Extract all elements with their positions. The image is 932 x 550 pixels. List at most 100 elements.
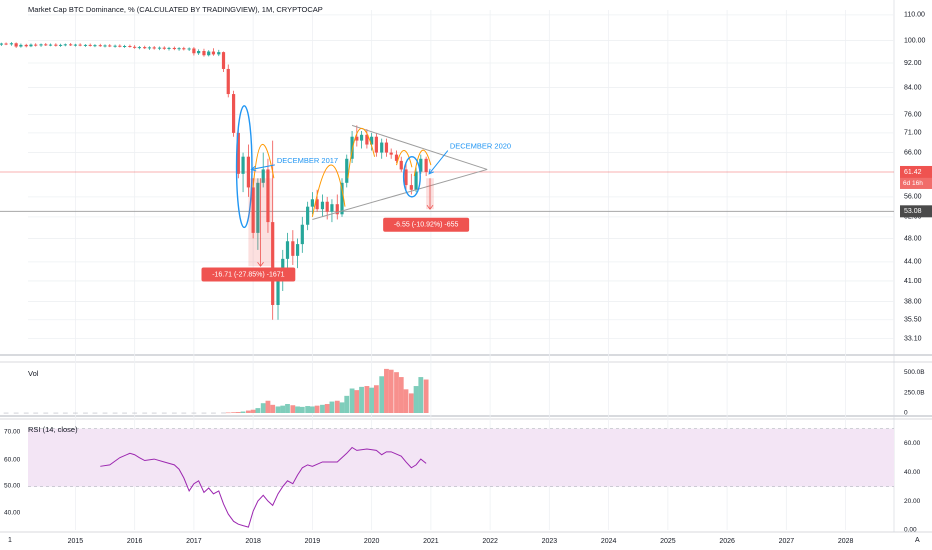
measure-arrowhead: [257, 261, 264, 267]
volume-bar: [83, 412, 88, 414]
y-tick-label: 66.00: [904, 149, 922, 156]
volume-bar: [379, 376, 385, 413]
candle-body: [261, 169, 265, 183]
y-tick-label: 44.00: [904, 259, 922, 266]
candle-body: [335, 204, 339, 215]
x-tick-label: 2022: [482, 538, 498, 545]
volume-bar: [53, 412, 59, 414]
volume-bar: [309, 406, 315, 413]
volume-bar: [92, 412, 98, 414]
volume-bar: [344, 395, 350, 413]
candle-body: [404, 169, 408, 186]
candle-body: [330, 204, 334, 212]
candle-body: [73, 44, 77, 46]
annotation-arrow: [251, 164, 275, 170]
volume-bar: [191, 412, 197, 414]
volume-bar: [23, 412, 29, 414]
volume-bar: [305, 406, 311, 413]
volume-bar: [329, 401, 335, 413]
candle-body: [217, 52, 221, 55]
candle-body: [34, 44, 38, 46]
volume-bar: [398, 377, 404, 413]
candle-body: [24, 44, 28, 47]
candle-body: [187, 48, 191, 50]
volume-bar: [320, 404, 325, 413]
candle-body: [384, 142, 389, 153]
x-tick-label: 2023: [542, 538, 558, 545]
candle-body: [300, 224, 304, 245]
triangle-trendline: [312, 168, 488, 220]
volume-bar: [394, 372, 399, 413]
candle-body: [365, 134, 369, 145]
y-tick-label: 84.00: [904, 84, 922, 91]
candle-body: [394, 154, 399, 161]
volume-bar: [62, 412, 68, 414]
volume-bar: [364, 386, 370, 413]
volume-pane-title: Vol: [28, 369, 39, 378]
rsi-left-tick-label: 50.00: [4, 483, 21, 490]
candle-body: [320, 201, 325, 210]
volume-bar: [369, 387, 375, 413]
x-tick-label: 2021: [423, 538, 439, 545]
candle-body: [108, 45, 112, 47]
candle-body: [350, 136, 354, 159]
candle-body: [147, 47, 152, 49]
candle-body: [251, 187, 255, 233]
candle-body: [128, 46, 132, 48]
volume-bar: [112, 412, 118, 414]
candle-body: [137, 47, 141, 49]
y-tick-label: 56.00: [904, 194, 922, 201]
last-price-tag: [900, 165, 932, 178]
volume-bar: [132, 412, 138, 414]
auto-scale-button[interactable]: A: [915, 537, 920, 544]
candle-body: [63, 44, 67, 46]
candle-body: [285, 241, 290, 259]
x-tick-label: 2020: [364, 538, 380, 545]
candle-body: [374, 136, 378, 153]
y-tick-label: 100.00: [904, 37, 926, 44]
candle-body: [44, 44, 48, 46]
highlight-ellipse: [235, 105, 253, 229]
volume-bar: [102, 412, 108, 414]
volume-bar: [285, 404, 290, 413]
level-price-tag: [900, 205, 932, 218]
arc-curve: [252, 143, 275, 188]
rsi-band: [28, 428, 894, 487]
volume-bar: [235, 412, 241, 413]
candle-body: [167, 47, 171, 49]
x-tick-label: 2025: [660, 538, 676, 545]
volume-bar: [403, 389, 409, 413]
annotation-arrowhead: [428, 168, 434, 175]
candle-body: [133, 46, 137, 48]
volume-bar: [211, 412, 216, 414]
timeframe-button[interactable]: 1: [8, 537, 12, 544]
volume-bar: [418, 377, 424, 413]
candle-body: [276, 280, 280, 305]
candle-body: [83, 44, 88, 46]
arc-curve: [413, 149, 432, 177]
measure-label: -6.55 (-10.92%) -655: [394, 222, 459, 229]
y-tick-label: 92.00: [904, 60, 922, 67]
candle-body: [143, 47, 147, 49]
measure-label-box: [383, 217, 470, 232]
volume-tick-label: 0: [904, 410, 908, 417]
volume-bar: [231, 412, 236, 413]
volume-bar: [260, 403, 266, 413]
candle-body: [98, 45, 102, 47]
x-tick-label: 2028: [838, 538, 854, 545]
candle-body: [231, 94, 236, 133]
candle-body: [58, 44, 63, 46]
candle-body: [424, 158, 428, 172]
candle-body: [389, 152, 393, 155]
candle-body: [9, 43, 14, 45]
volume-bar: [413, 386, 419, 413]
volume-bar: [161, 412, 167, 414]
y-tick-label: 76.00: [904, 111, 922, 118]
candle-body: [256, 182, 260, 233]
rsi-tick-label: 40.00: [904, 469, 921, 476]
volume-bar: [354, 390, 360, 413]
candle-body: [221, 52, 226, 69]
volume-bar: [275, 406, 281, 413]
candle-body: [103, 45, 107, 47]
